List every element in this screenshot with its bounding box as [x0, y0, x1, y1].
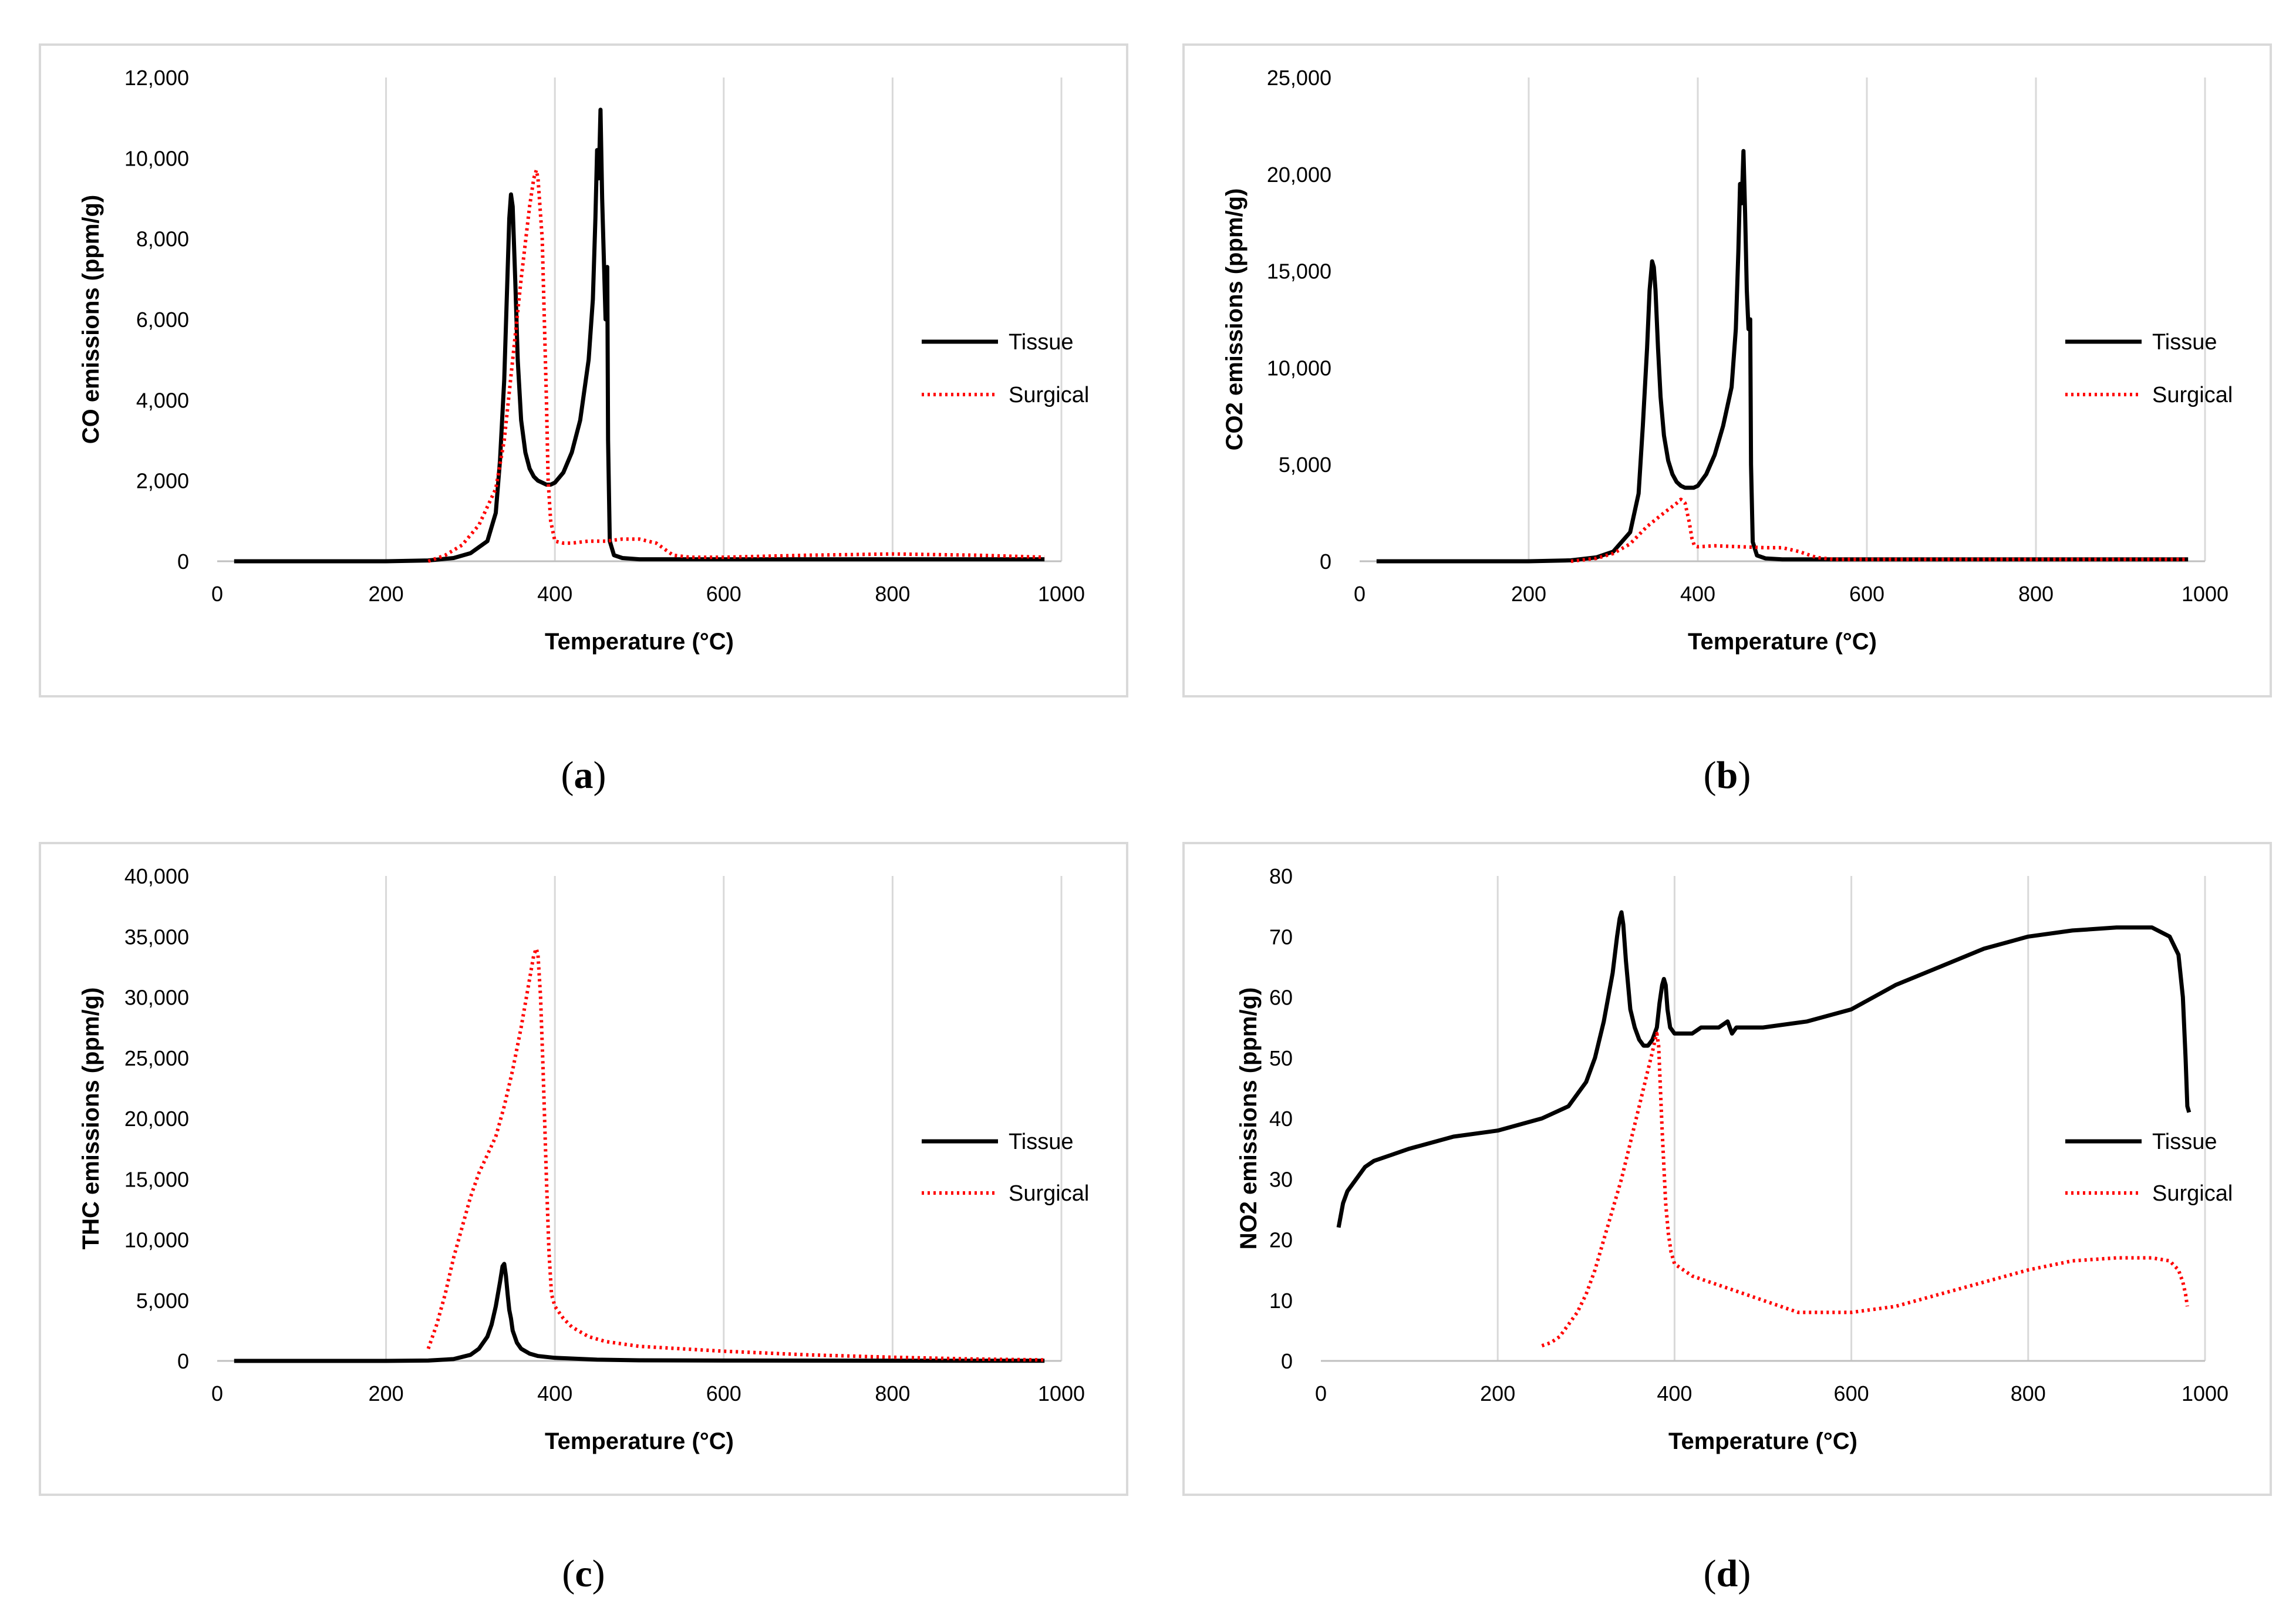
legend-label-tissue: Tissue	[2152, 1130, 2217, 1154]
series-line-surgical	[427, 168, 1045, 563]
series-line-tissue	[234, 1262, 1045, 1363]
y-tick-label: 25,000	[124, 1046, 189, 1070]
y-tick-label: 30,000	[124, 986, 189, 1010]
chart-panel-b: 0 200 400 600 800 1000 0 5,000 10,000 15,000 20,00…	[1222, 66, 2233, 797]
legend-label-tissue: Tissue	[1009, 1130, 1074, 1154]
x-tick-label: 0	[211, 1381, 223, 1406]
y-tick-label: 12,000	[124, 66, 189, 90]
y-tick-label: 10,000	[124, 146, 189, 170]
series-line-tissue	[1336, 910, 2192, 1228]
x-tick-label: 400	[1680, 582, 1715, 606]
y-tick-label: 20,000	[1267, 163, 1331, 187]
series-line-tissue	[1376, 149, 2189, 564]
x-tick-label: 0	[1354, 582, 1366, 606]
x-tick-label: 1000	[2182, 582, 2228, 606]
series-line-surgical	[1570, 497, 2189, 563]
legend-label-tissue: Tissue	[2152, 330, 2217, 355]
chart-panel-d: 0 200 400 600 800 1000 0 10 20 30 40 50 60 70 80 Temper…	[1236, 864, 2233, 1595]
y-tick-label: 8,000	[136, 227, 189, 251]
legend-label-tissue: Tissue	[1009, 330, 1074, 355]
legend-label-surgical: Surgical	[2152, 1181, 2233, 1206]
x-tick-label: 800	[2018, 582, 2054, 606]
panel-caption: (b)	[1704, 754, 1751, 797]
panel-c-frame	[39, 842, 1128, 1496]
series-line-surgical	[426, 946, 1045, 1362]
x-tick-label: 200	[1480, 1381, 1515, 1406]
x-axis-label: Temperature (°C)	[545, 1428, 734, 1454]
y-tick-label: 10,000	[1267, 356, 1331, 380]
legend-label-surgical: Surgical	[1009, 1181, 1089, 1206]
series-line-tissue	[234, 107, 1045, 564]
y-tick-label: 0	[177, 1349, 189, 1373]
y-tick-label: 4,000	[136, 388, 189, 412]
y-tick-label: 15,000	[1267, 259, 1331, 284]
y-axis-label: THC emissions (ppm/g)	[78, 988, 104, 1250]
chart-panel-a: 0 200 400 600 800 1000 0 2,000 4,000 6,000 8,000 10…	[78, 66, 1089, 797]
y-tick-label: 50	[1269, 1046, 1293, 1070]
x-tick-label: 600	[1834, 1381, 1869, 1406]
legend-label-surgical: Surgical	[2152, 383, 2233, 407]
y-axis-label: CO2 emissions (ppm/g)	[1222, 188, 1248, 451]
y-tick-label: 10	[1269, 1289, 1293, 1313]
panel-d-frame	[1182, 842, 2272, 1496]
x-axis-label: Temperature (°C)	[1688, 629, 1877, 655]
x-tick-label: 1000	[1038, 582, 1085, 606]
x-tick-label: 400	[1657, 1381, 1692, 1406]
x-axis-label: Temperature (°C)	[1668, 1428, 1857, 1454]
y-tick-label: 40,000	[124, 864, 189, 888]
y-tick-label: 0	[1281, 1349, 1293, 1373]
y-tick-label: 25,000	[1267, 66, 1331, 90]
y-tick-label: 2,000	[136, 469, 189, 493]
y-axis-label: NO2 emissions (ppm/g)	[1236, 988, 1262, 1250]
y-tick-label: 70	[1269, 925, 1293, 949]
x-axis-label: Temperature (°C)	[545, 629, 734, 655]
x-tick-label: 800	[875, 1381, 910, 1406]
y-tick-label: 6,000	[136, 308, 189, 332]
x-tick-label: 400	[537, 1381, 572, 1406]
x-tick-label: 600	[706, 582, 741, 606]
x-tick-label: 600	[706, 1381, 741, 1406]
y-tick-label: 30	[1269, 1167, 1293, 1191]
y-axis-label: CO emissions (ppm/g)	[78, 195, 104, 444]
x-tick-label: 800	[875, 582, 910, 606]
x-tick-label: 0	[211, 582, 223, 606]
x-tick-label: 200	[369, 1381, 404, 1406]
y-tick-label: 15,000	[124, 1167, 189, 1191]
legend-label-surgical: Surgical	[1009, 383, 1089, 407]
x-tick-label: 1000	[1038, 1381, 1085, 1406]
y-tick-label: 0	[1320, 550, 1331, 574]
panel-caption: (d)	[1704, 1552, 1751, 1595]
y-tick-label: 35,000	[124, 925, 189, 949]
y-tick-label: 80	[1269, 864, 1293, 888]
x-tick-label: 1000	[2182, 1381, 2228, 1406]
y-tick-label: 5,000	[1279, 453, 1331, 477]
y-tick-label: 0	[177, 550, 189, 574]
x-tick-label: 200	[1511, 582, 1546, 606]
series-line-surgical	[1541, 1032, 2189, 1348]
panel-b-frame	[1182, 43, 2272, 697]
y-tick-label: 40	[1269, 1107, 1293, 1131]
x-tick-label: 0	[1315, 1381, 1327, 1406]
chart-panel-c: 0 200 400 600 800 1000 0 5,000 10,000 15,000 20,00…	[78, 864, 1089, 1595]
y-tick-label: 20	[1269, 1228, 1293, 1252]
y-tick-label: 60	[1269, 986, 1293, 1010]
y-tick-label: 5,000	[136, 1289, 189, 1313]
x-tick-label: 200	[369, 582, 404, 606]
y-tick-label: 10,000	[124, 1228, 189, 1252]
x-tick-label: 400	[537, 582, 572, 606]
x-tick-label: 600	[1849, 582, 1884, 606]
panel-a-frame	[39, 43, 1128, 697]
panel-caption: (a)	[561, 754, 606, 797]
y-tick-label: 20,000	[124, 1107, 189, 1131]
panel-caption: (c)	[562, 1552, 605, 1595]
x-tick-label: 800	[2011, 1381, 2046, 1406]
